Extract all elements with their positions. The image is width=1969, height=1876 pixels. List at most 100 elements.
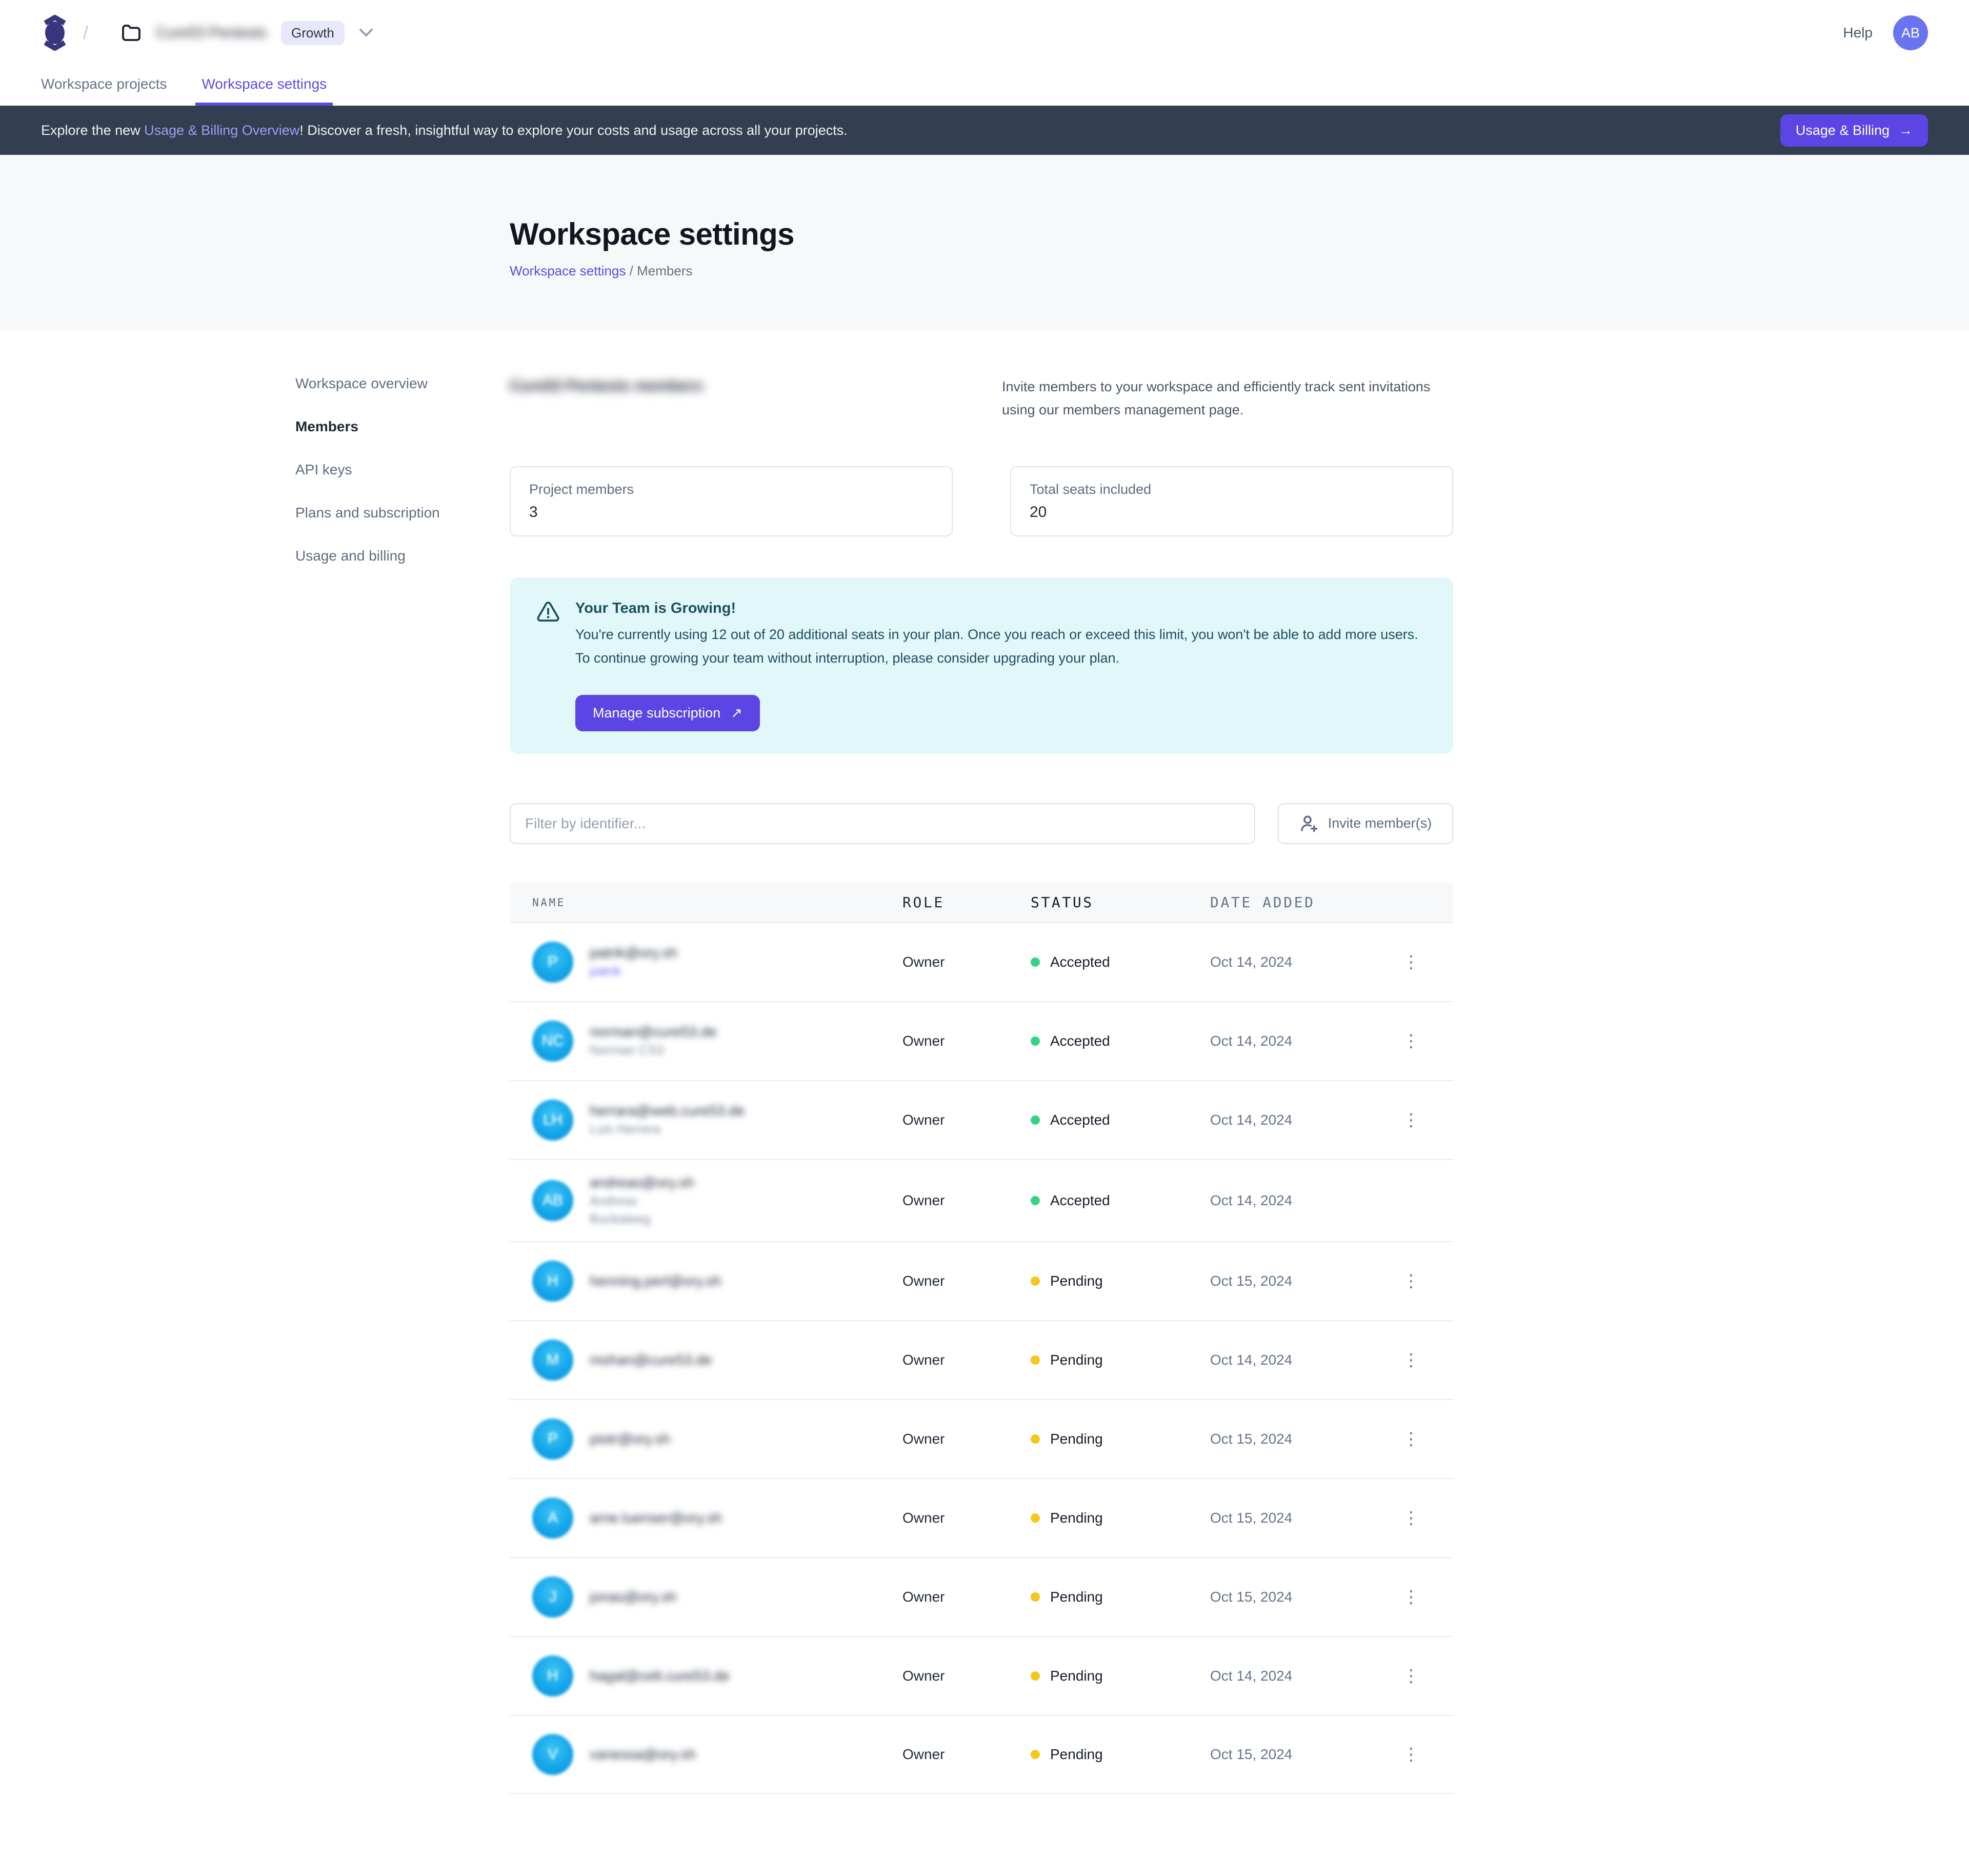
workspace-breadcrumb: / Cure53 Pentests Growth: [41, 15, 373, 51]
kebab-menu-icon[interactable]: ⋮: [1402, 1744, 1420, 1764]
member-name-cell: NC norman@cure53.de Norman CS3: [510, 1009, 902, 1072]
member-date-added: Oct 14, 2024: [1210, 1192, 1293, 1208]
member-status: Pending: [1031, 1273, 1210, 1289]
member-role: Owner: [902, 953, 945, 970]
member-email[interactable]: vanessa@ory.sh: [590, 1746, 696, 1762]
stat-card-label: Project members: [529, 482, 634, 497]
stat-card: Project members 3: [510, 466, 953, 537]
column-header-name: NAME: [532, 896, 566, 909]
kebab-menu-icon[interactable]: ⋮: [1402, 1350, 1420, 1370]
ory-logo-icon[interactable]: [41, 15, 69, 51]
member-role: Owner: [902, 1111, 945, 1128]
member-email[interactable]: herrara@web.cure53.de: [590, 1103, 745, 1119]
member-email[interactable]: norman@cure53.de: [590, 1024, 717, 1040]
member-identity: mohan@cure53.de: [590, 1338, 712, 1383]
member-date-added: Oct 14, 2024: [1210, 1032, 1293, 1049]
member-status: Pending: [1031, 1668, 1210, 1684]
sidebar-item-workspace-overview[interactable]: Workspace overview: [295, 375, 428, 391]
kebab-menu-icon[interactable]: ⋮: [1402, 1587, 1420, 1607]
column-header-role: ROLE: [902, 894, 945, 911]
member-date-added: Oct 14, 2024: [1210, 1351, 1293, 1368]
status-dot: [1031, 1195, 1040, 1205]
help-link[interactable]: Help: [1843, 25, 1873, 41]
breadcrumb: Workspace settings / Members: [510, 263, 1969, 279]
member-date-added: Oct 15, 2024: [1210, 1588, 1293, 1605]
kebab-menu-icon[interactable]: ⋮: [1402, 1271, 1420, 1291]
member-email[interactable]: piotr@ory.sh: [590, 1430, 671, 1447]
member-avatar: P: [532, 1418, 573, 1460]
status-dot: [1031, 1592, 1040, 1602]
settings-side-nav: Workspace overview Members API keys Plans a…: [295, 375, 479, 1794]
manage-subscription-button[interactable]: Manage subscription ↗: [575, 694, 760, 731]
member-date-added: Oct 14, 2024: [1210, 953, 1293, 970]
member-email[interactable]: jonas@ory.sh: [590, 1588, 677, 1605]
member-email[interactable]: hagal@celt.cure53.de: [590, 1667, 730, 1684]
kebab-menu-icon[interactable]: ⋮: [1402, 1666, 1420, 1686]
member-email[interactable]: mohan@cure53.de: [590, 1351, 712, 1368]
member-status: Pending: [1031, 1352, 1210, 1368]
member-status: Pending: [1031, 1746, 1210, 1763]
workspace-tabs: Workspace projects Workspace settings: [0, 66, 1969, 106]
member-identity: jonas@ory.sh: [590, 1574, 677, 1620]
sidebar-item-members[interactable]: Members: [295, 418, 358, 434]
member-date-added: Oct 15, 2024: [1210, 1509, 1293, 1526]
member-name-cell: AB andreas@ory.sh Andreas Buckateeg: [510, 1160, 902, 1241]
invite-members-button[interactable]: Invite member(s): [1278, 803, 1453, 844]
member-identity: arne.luenser@ory.sh: [590, 1495, 722, 1541]
banner-usage-billing-link[interactable]: Usage & Billing Overview: [144, 122, 300, 138]
user-avatar[interactable]: AB: [1893, 15, 1928, 50]
member-email[interactable]: henning.perl@ory.sh: [590, 1272, 721, 1289]
workspace-name[interactable]: Cure53 Pentests: [156, 24, 267, 41]
chevron-down-icon[interactable]: [359, 28, 373, 37]
member-status: Pending: [1031, 1589, 1210, 1605]
members-description: Invite members to your workspace and eff…: [1002, 379, 1431, 417]
sidebar-item-plans-and-subscription[interactable]: Plans and subscription: [295, 505, 440, 521]
member-email[interactable]: patrik@ory.sh: [590, 945, 678, 961]
member-email[interactable]: andreas@ory.sh: [590, 1174, 694, 1190]
tab-workspace-projects[interactable]: Workspace projects: [41, 76, 167, 92]
member-status: Pending: [1031, 1510, 1210, 1526]
member-email[interactable]: arne.luenser@ory.sh: [590, 1509, 722, 1526]
top-bar: / Cure53 Pentests Growth Help AB Workspa…: [0, 0, 1969, 106]
table-row: NC norman@cure53.de Norman CS3 Owner Accepte…: [510, 1001, 1453, 1080]
arrow-up-right-icon: ↗: [731, 705, 742, 721]
member-status: Pending: [1031, 1431, 1210, 1447]
row-actions-cell: ⋮: [1369, 1347, 1453, 1373]
breadcrumb-workspace-settings-link[interactable]: Workspace settings: [510, 263, 626, 278]
member-avatar: P: [532, 941, 573, 983]
member-avatar: H: [532, 1260, 573, 1302]
status-label: Pending: [1050, 1351, 1103, 1368]
stat-card-value: 20: [1030, 504, 1047, 521]
member-avatar: V: [532, 1733, 573, 1775]
row-actions-cell: ⋮: [1369, 1505, 1453, 1531]
kebab-menu-icon[interactable]: ⋮: [1402, 1031, 1420, 1051]
row-actions-cell: ⋮: [1369, 1107, 1453, 1133]
member-date-added: Oct 14, 2024: [1210, 1111, 1293, 1128]
members-heading: Cure53 Pentests members: [510, 377, 703, 394]
member-role: Owner: [902, 1430, 945, 1447]
tab-workspace-settings[interactable]: Workspace settings: [195, 66, 333, 106]
kebab-menu-icon[interactable]: ⋮: [1402, 1110, 1420, 1130]
kebab-menu-icon[interactable]: ⋮: [1402, 1508, 1420, 1528]
sidebar-item-usage-and-billing[interactable]: Usage and billing: [295, 548, 406, 564]
usage-billing-button[interactable]: Usage & Billing →: [1780, 114, 1928, 147]
member-username-link[interactable]: patrik: [590, 964, 621, 979]
sidebar-item-api-keys[interactable]: API keys: [295, 462, 352, 477]
table-header-row: NAME ROLE STATUS DATE ADDED: [510, 883, 1453, 922]
plan-badge[interactable]: Growth: [281, 21, 345, 45]
status-label: Pending: [1050, 1667, 1103, 1684]
kebab-menu-icon[interactable]: ⋮: [1402, 1429, 1420, 1449]
filter-input[interactable]: [510, 803, 1255, 844]
kebab-menu-icon[interactable]: ⋮: [1402, 952, 1420, 972]
member-avatar: LH: [532, 1099, 573, 1141]
member-role: Owner: [902, 1509, 945, 1526]
